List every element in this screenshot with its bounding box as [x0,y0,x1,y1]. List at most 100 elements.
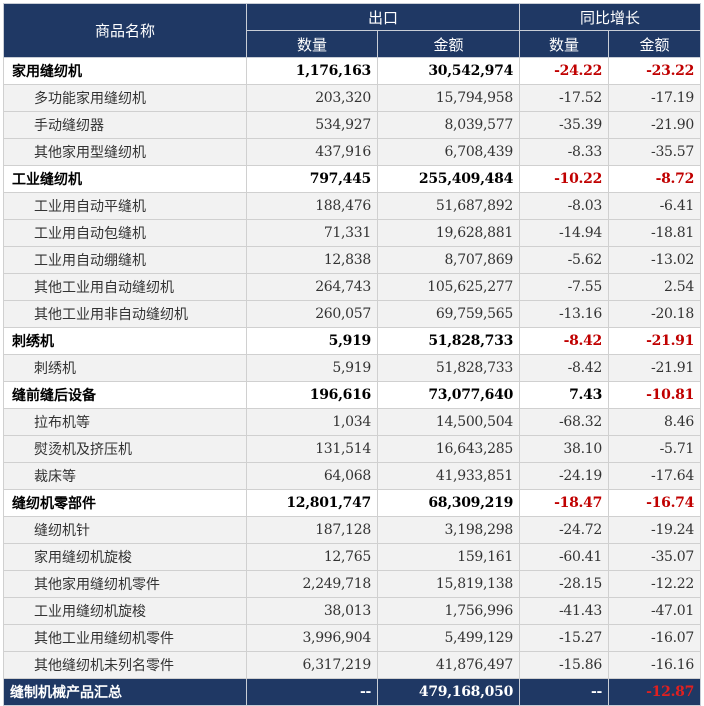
cell-export-qty: 6,317,219 [246,651,378,679]
cell-yoy-amount: -21.91 [608,327,702,355]
cell-export-qty: -- [246,678,378,706]
cell-export-qty: 187,128 [246,516,378,544]
cell-name: 刺绣机 [3,327,247,355]
cell-name: 缝制机械产品汇总 [3,678,247,706]
cell-yoy-amount: 8.46 [608,408,702,436]
cell-export-qty: 188,476 [246,192,378,220]
header-product-name: 商品名称 [3,3,247,58]
cell-yoy-qty: -14.94 [519,219,610,247]
cell-yoy-qty: -10.22 [519,165,610,193]
table-row: 其他工业用非自动缝纫机 260,057 69,759,565 -13.16 -20.18 [3,300,702,328]
cell-export-amount: 51,828,733 [376,327,521,355]
cell-name: 工业用自动包缝机 [3,219,247,247]
cell-yoy-amount: -19.24 [608,516,702,544]
cell-export-amount: 159,161 [376,543,521,571]
cell-yoy-amount: -8.72 [608,165,702,193]
cell-name: 工业用自动平缝机 [3,192,247,220]
header-export: 出口 [245,3,521,31]
cell-yoy-amount: -12.22 [608,570,702,598]
cell-name: 拉布机等 [3,408,247,436]
cell-export-qty: 12,838 [246,246,378,274]
cell-export-qty: 64,068 [246,462,378,490]
cell-export-amount: 73,077,640 [376,381,521,409]
table-row: 手动缝纫器 534,927 8,039,577 -35.39 -21.90 [3,111,702,139]
cell-export-amount: 15,794,958 [376,84,521,112]
cell-yoy-qty: -35.39 [519,111,610,139]
category-row: 家用缝纫机 1,176,163 30,542,974 -24.22 -23.22 [3,57,702,85]
cell-name: 家用缝纫机 [3,57,247,85]
table-row: 多功能家用缝纫机 203,320 15,794,958 -17.52 -17.19 [3,84,702,112]
cell-yoy-amount: -17.19 [608,84,702,112]
cell-yoy-amount: -18.81 [608,219,702,247]
cell-export-qty: 12,765 [246,543,378,571]
cell-yoy-qty: -68.32 [519,408,610,436]
cell-export-amount: 41,933,851 [376,462,521,490]
cell-export-qty: 203,320 [246,84,378,112]
cell-yoy-amount: -6.41 [608,192,702,220]
cell-name: 多功能家用缝纫机 [3,84,247,112]
cell-name: 工业用自动绷缝机 [3,246,247,274]
cell-name: 其他家用型缝纫机 [3,138,247,166]
cell-yoy-qty: -8.42 [519,327,610,355]
cell-yoy-qty: -8.03 [519,192,610,220]
cell-export-qty: 196,616 [246,381,378,409]
cell-yoy-qty: -17.52 [519,84,610,112]
cell-yoy-qty: -15.27 [519,624,610,652]
cell-export-qty: 5,919 [246,327,378,355]
cell-name: 工业用缝纫机旋梭 [3,597,247,625]
cell-name: 缝纫机零部件 [3,489,247,517]
cell-export-qty: 534,927 [246,111,378,139]
cell-yoy-qty: -13.16 [519,300,610,328]
cell-name: 裁床等 [3,462,247,490]
table-row: 其他家用型缝纫机 437,916 6,708,439 -8.33 -35.57 [3,138,702,166]
cell-yoy-qty: -24.72 [519,516,610,544]
cell-export-amount: 1,756,996 [376,597,521,625]
cell-name: 其他家用缝纫机零件 [3,570,247,598]
cell-export-qty: 71,331 [246,219,378,247]
cell-name: 缝纫机针 [3,516,247,544]
table-row: 其他家用缝纫机零件 2,249,718 15,819,138 -28.15 -12.22 [3,570,702,598]
cell-yoy-qty: -24.19 [519,462,610,490]
category-row: 缝纫机零部件 12,801,747 68,309,219 -18.47 -16.74 [3,489,702,517]
table-row: 拉布机等 1,034 14,500,504 -68.32 8.46 [3,408,702,436]
cell-export-amount: 255,409,484 [376,165,521,193]
cell-yoy-amount: -23.22 [608,57,702,85]
cell-export-qty: 38,013 [246,597,378,625]
cell-yoy-amount: -16.07 [608,624,702,652]
cell-yoy-amount: -21.90 [608,111,702,139]
cell-yoy-amount: -35.57 [608,138,702,166]
header-export-qty: 数量 [246,30,378,58]
cell-export-amount: 41,876,497 [376,651,521,679]
cell-name: 缝前缝后设备 [3,381,247,409]
cell-export-qty: 1,176,163 [246,57,378,85]
table-row: 裁床等 64,068 41,933,851 -24.19 -17.64 [3,462,702,490]
cell-export-amount: 51,828,733 [376,354,521,382]
table-row: 工业用自动平缝机 188,476 51,687,892 -8.03 -6.41 [3,192,702,220]
cell-export-qty: 3,996,904 [246,624,378,652]
cell-yoy-amount: 2.54 [608,273,702,301]
cell-yoy-amount: -10.81 [608,381,702,409]
cell-yoy-amount: -5.71 [608,435,702,463]
table-row: 工业用自动包缝机 71,331 19,628,881 -14.94 -18.81 [3,219,702,247]
cell-export-amount: 105,625,277 [376,273,521,301]
cell-export-qty: 1,034 [246,408,378,436]
cell-yoy-qty: -28.15 [519,570,610,598]
table-row: 工业用自动绷缝机 12,838 8,707,869 -5.62 -13.02 [3,246,702,274]
cell-export-qty: 131,514 [246,435,378,463]
cell-export-qty: 12,801,747 [246,489,378,517]
cell-name: 刺绣机 [3,354,247,382]
cell-yoy-qty: -18.47 [519,489,610,517]
cell-yoy-qty: -5.62 [519,246,610,274]
cell-export-qty: 5,919 [246,354,378,382]
cell-yoy-amount: -17.64 [608,462,702,490]
cell-yoy-qty: 7.43 [519,381,610,409]
cell-name: 熨烫机及挤压机 [3,435,247,463]
header-export-amount: 金额 [376,30,521,58]
category-row: 刺绣机 5,919 51,828,733 -8.42 -21.91 [3,327,702,355]
cell-yoy-amount: -47.01 [608,597,702,625]
cell-export-amount: 3,198,298 [376,516,521,544]
cell-export-amount: 16,643,285 [376,435,521,463]
cell-export-amount: 8,039,577 [376,111,521,139]
table-row: 其他工业用自动缝纫机 264,743 105,625,277 -7.55 2.54 [3,273,702,301]
cell-yoy-qty: -24.22 [519,57,610,85]
